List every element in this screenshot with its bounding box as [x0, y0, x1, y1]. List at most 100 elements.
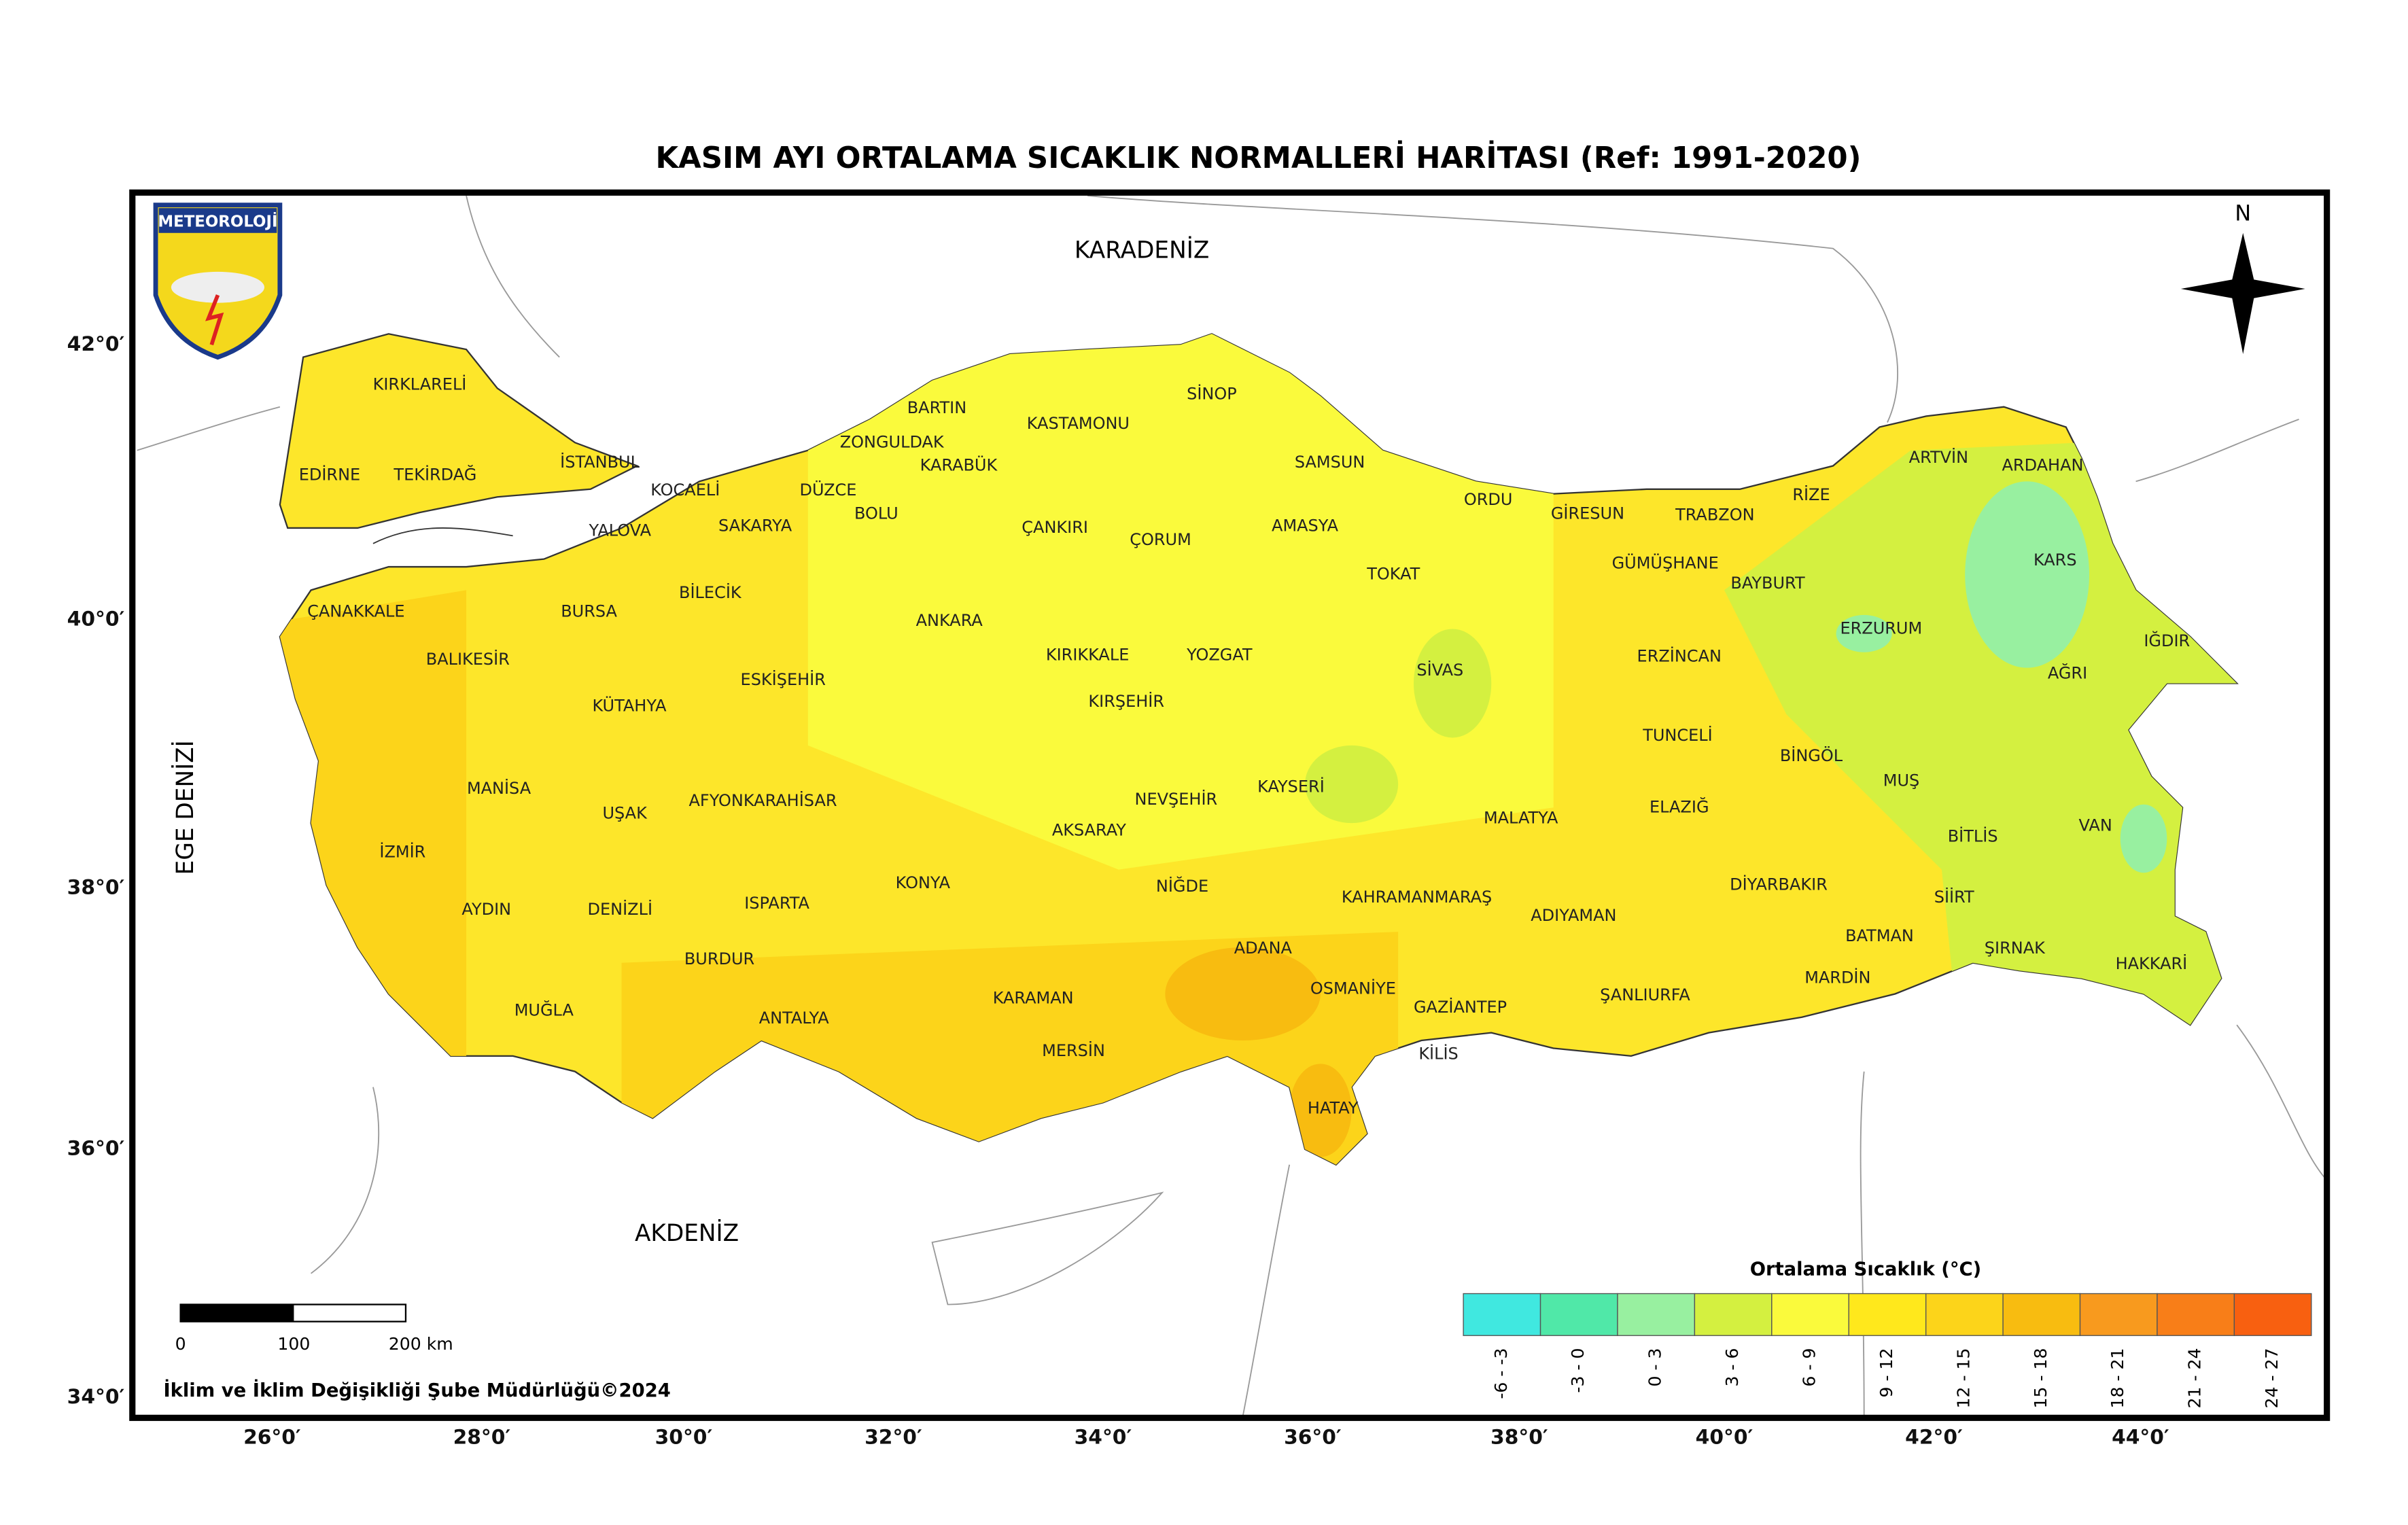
- province-label: OSMANİYE: [1310, 979, 1396, 998]
- lon-tick-label: 36°0′: [1284, 1426, 1342, 1450]
- province-label: TRABZON: [1675, 506, 1754, 525]
- province-label: MALATYA: [1484, 808, 1558, 827]
- province-label: HATAY: [1308, 1099, 1359, 1118]
- legend-swatch: [1463, 1293, 1541, 1336]
- sea-label: EGE DENİZİ: [172, 740, 199, 875]
- province-label: KÜTAHYA: [592, 696, 667, 716]
- lon-tick-label: 38°0′: [1490, 1426, 1548, 1450]
- province-label: AĞRI: [2048, 663, 2087, 683]
- province-label: YALOVA: [589, 521, 652, 540]
- province-label: VAN: [2079, 816, 2112, 835]
- province-label: KAHRAMANMARAŞ: [1342, 888, 1492, 907]
- lon-tick-label: 30°0′: [655, 1426, 713, 1450]
- province-label: BALIKESİR: [426, 649, 510, 669]
- province-label: AFYONKARAHİSAR: [689, 790, 837, 810]
- province-label: NİĞDE: [1156, 875, 1208, 896]
- province-label: AYDIN: [461, 900, 511, 919]
- province-label: KARS: [2034, 550, 2077, 569]
- zone-cool: [1305, 745, 1399, 824]
- north-arrow: N: [2180, 200, 2305, 355]
- province-label: BARTIN: [907, 398, 966, 417]
- scale-label: 100: [277, 1334, 310, 1354]
- legend-swatch: [2233, 1293, 2312, 1336]
- province-label: HAKKARİ: [2116, 953, 2188, 973]
- province-label: TEKİRDAĞ: [393, 463, 476, 484]
- province-label: UŞAK: [602, 803, 648, 822]
- province-label: ÇORUM: [1130, 530, 1191, 549]
- zone-cool: [1413, 629, 1492, 738]
- province-label: DÜZCE: [800, 480, 857, 499]
- province-label: MUĞLA: [514, 1000, 574, 1020]
- province-label: AKSARAY: [1052, 821, 1126, 840]
- province-label: GÜMÜŞHANE: [1612, 553, 1719, 573]
- province-label: BATMAN: [1845, 926, 1914, 945]
- province-label: KOCAELİ: [650, 480, 720, 499]
- scale-bar-fill: [180, 1304, 294, 1322]
- province-label: BİLECİK: [679, 582, 742, 602]
- marmara: [372, 527, 513, 544]
- legend-label: -6 - -3: [1491, 1348, 1511, 1399]
- logo-bolt: [205, 294, 224, 346]
- zone-cold: [1965, 481, 2090, 668]
- province-label: ZONGULDAK: [840, 432, 945, 451]
- province-label: ANKARA: [916, 611, 983, 630]
- province-label: SİİRT: [1934, 887, 1974, 907]
- sea-label: AKDENİZ: [635, 1220, 739, 1247]
- province-label: ISPARTA: [744, 894, 809, 913]
- legend-label: 18 - 21: [2108, 1348, 2127, 1408]
- lat-tick-label: 36°0′: [67, 1136, 125, 1160]
- province-label: ADIYAMAN: [1531, 906, 1616, 925]
- map-frame: [129, 189, 2331, 1421]
- province-label: KİLİS: [1418, 1044, 1458, 1064]
- lon-tick-label: 34°0′: [1075, 1426, 1132, 1450]
- province-label: AMASYA: [1272, 516, 1339, 536]
- province-label: KARABÜK: [920, 455, 998, 475]
- legend-label: 12 - 15: [1953, 1348, 1973, 1408]
- legend-label: 0 - 3: [1645, 1348, 1665, 1386]
- province-label: IĞDIR: [2144, 630, 2190, 650]
- legend-label: 24 - 27: [2262, 1348, 2282, 1408]
- province-label: BURDUR: [684, 949, 754, 968]
- lat-tick-label: 34°0′: [67, 1385, 125, 1409]
- lat-tick-label: 40°0′: [67, 607, 125, 631]
- legend-swatch: [2157, 1293, 2235, 1336]
- province-label: MANİSA: [467, 778, 531, 798]
- province-label: ERZURUM: [1840, 618, 1922, 637]
- province-label: KIRŞEHİR: [1088, 691, 1164, 711]
- province-label: BİNGÖL: [1780, 746, 1843, 765]
- legend-label: 3 - 6: [1722, 1348, 1742, 1386]
- province-label: BAYBURT: [1730, 574, 1805, 593]
- zone-cold: [2120, 804, 2167, 873]
- province-label: YOZGAT: [1186, 645, 1253, 664]
- province-label: BOLU: [854, 504, 898, 523]
- legend-swatch: [1617, 1293, 1696, 1336]
- legend-swatch: [2079, 1293, 2158, 1336]
- legend-label: 15 - 18: [2031, 1348, 2051, 1408]
- province-label: ARTVİN: [1909, 447, 1968, 467]
- province-label: ADANA: [1234, 939, 1293, 958]
- scale-label: 0: [175, 1334, 186, 1354]
- province-label: İSTANBUL: [560, 452, 640, 472]
- province-label: DİYARBAKIR: [1730, 875, 1828, 894]
- province-label: NEVŞEHİR: [1135, 789, 1218, 809]
- lon-tick-label: 32°0′: [865, 1426, 922, 1450]
- province-label: ÇANKIRI: [1022, 518, 1088, 537]
- lat-tick-label: 38°0′: [67, 876, 125, 900]
- temperature-zones: [279, 334, 2237, 1165]
- province-label: SİNOP: [1187, 383, 1237, 403]
- province-label: KASTAMONU: [1027, 414, 1130, 433]
- title: KASIM AYI ORTALAMA SICAKLIK NORMALLERİ H…: [655, 141, 1861, 175]
- province-label: EDİRNE: [299, 464, 360, 484]
- zone-mild: [807, 334, 1554, 870]
- province-label: MERSİN: [1042, 1040, 1105, 1060]
- lon-tick-label: 44°0′: [2112, 1426, 2169, 1450]
- legend-label: 9 - 12: [1877, 1348, 1896, 1397]
- logo: METEOROLOJİ: [153, 203, 283, 360]
- zone-cold: [1836, 614, 1892, 652]
- province-label: DENİZLİ: [588, 899, 653, 919]
- zone-hot: [1289, 1064, 1352, 1157]
- province-label: ORDU: [1464, 490, 1513, 509]
- lon-tick-label: 42°0′: [1905, 1426, 1963, 1450]
- legend-label: 21 - 24: [2185, 1348, 2205, 1408]
- province-label: MUŞ: [1883, 771, 1919, 790]
